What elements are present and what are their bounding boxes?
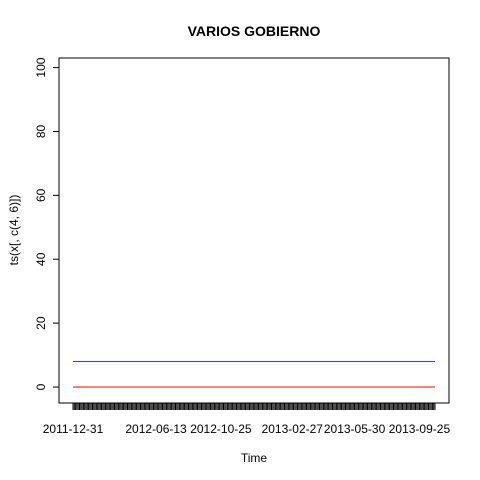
x-tick-label: 2012-06-13 [125,422,187,436]
y-tick-label: 80 [34,124,48,138]
x-axis-label: Time [241,451,268,465]
y-tick-label: 40 [34,252,48,266]
y-tick-label: 60 [34,188,48,202]
x-tick-label: 2013-05-30 [324,422,386,436]
x-tick-label: 2013-09-25 [389,422,451,436]
y-tick-label: 0 [34,383,48,390]
x-tick-label: 2013-02-27 [262,422,324,436]
chart-title: VARIOS GOBIERNO [188,23,321,39]
series-layer [73,360,435,388]
x-tick-label: 2011-12-31 [43,422,104,436]
y-axis-label: ts(x[, c(4, 6)]) [7,195,21,266]
y-tick-label: 20 [34,316,48,330]
plot-area-border [58,57,450,404]
x-axis: 2011-12-31 2012-06-13 2012-10-25 2013-02-27… [43,402,451,436]
y-tick-label: 100 [34,57,48,77]
y-axis: 0 20 40 60 80 100 [34,57,60,390]
x-tick-label: 2012-10-25 [190,422,252,436]
